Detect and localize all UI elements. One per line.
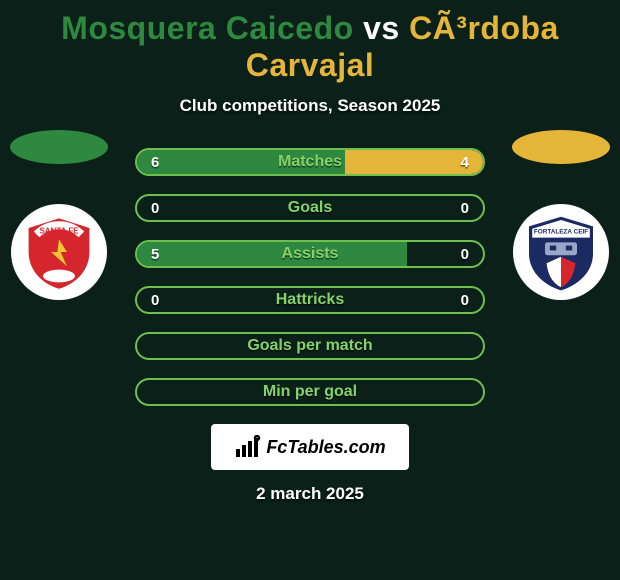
stat-row: Matches6 4 [135, 148, 485, 176]
stat-value-left: 0 [151, 196, 159, 220]
stat-value-left: 5 [151, 242, 159, 266]
subtitle: Club competitions, Season 2025 [180, 96, 441, 116]
left-side-column: SANTA FE [10, 130, 108, 300]
brand-text: FcTables.com [266, 437, 385, 458]
stat-row: Hattricks0 0 [135, 286, 485, 314]
vs-label: vs [363, 10, 400, 46]
stats-column: Matches64Goals00Assists50Hattricks00Goal… [135, 148, 485, 406]
stat-value-right: 0 [461, 196, 469, 220]
stat-label: Hattricks [137, 288, 483, 312]
stat-value-left: 0 [151, 288, 159, 312]
stat-row: Min per goal [135, 378, 485, 406]
page-title: Mosquera Caicedo vs CÃ³rdoba Carvajal [0, 10, 620, 84]
player1-name: Mosquera Caicedo [61, 10, 354, 46]
stat-label: Goals per match [137, 334, 483, 358]
stat-value-right: 4 [461, 150, 469, 174]
svg-text:SANTA FE: SANTA FE [39, 227, 79, 236]
stat-row: Assists5 0 [135, 240, 485, 268]
content-area: SANTA FE FORTALEZA CEIF [0, 148, 620, 406]
brand-pill: FcTables.com [211, 424, 409, 470]
right-side-column: FORTALEZA CEIF [512, 130, 610, 300]
stat-value-left: 6 [151, 150, 159, 174]
stat-row: Goals per match [135, 332, 485, 360]
svg-text:FORTALEZA CEIF: FORTALEZA CEIF [534, 229, 588, 236]
stat-label: Goals [137, 196, 483, 220]
match-date: 2 march 2025 [256, 484, 364, 504]
stat-label: Min per goal [137, 380, 483, 404]
page-root: Mosquera Caicedo vs CÃ³rdoba Carvajal Cl… [0, 0, 620, 580]
stat-label: Matches [137, 150, 483, 174]
santa-fe-crest-icon: SANTA FE [19, 212, 99, 292]
player2-ellipse [512, 130, 610, 164]
brand-logo-icon [234, 435, 262, 459]
stat-label: Assists [137, 242, 483, 266]
fortaleza-crest-icon: FORTALEZA CEIF [521, 212, 601, 292]
stat-value-right: 0 [461, 242, 469, 266]
team1-crest: SANTA FE [11, 204, 107, 300]
team2-crest: FORTALEZA CEIF [513, 204, 609, 300]
stat-value-right: 0 [461, 288, 469, 312]
player1-ellipse [10, 130, 108, 164]
stat-row: Goals0 0 [135, 194, 485, 222]
